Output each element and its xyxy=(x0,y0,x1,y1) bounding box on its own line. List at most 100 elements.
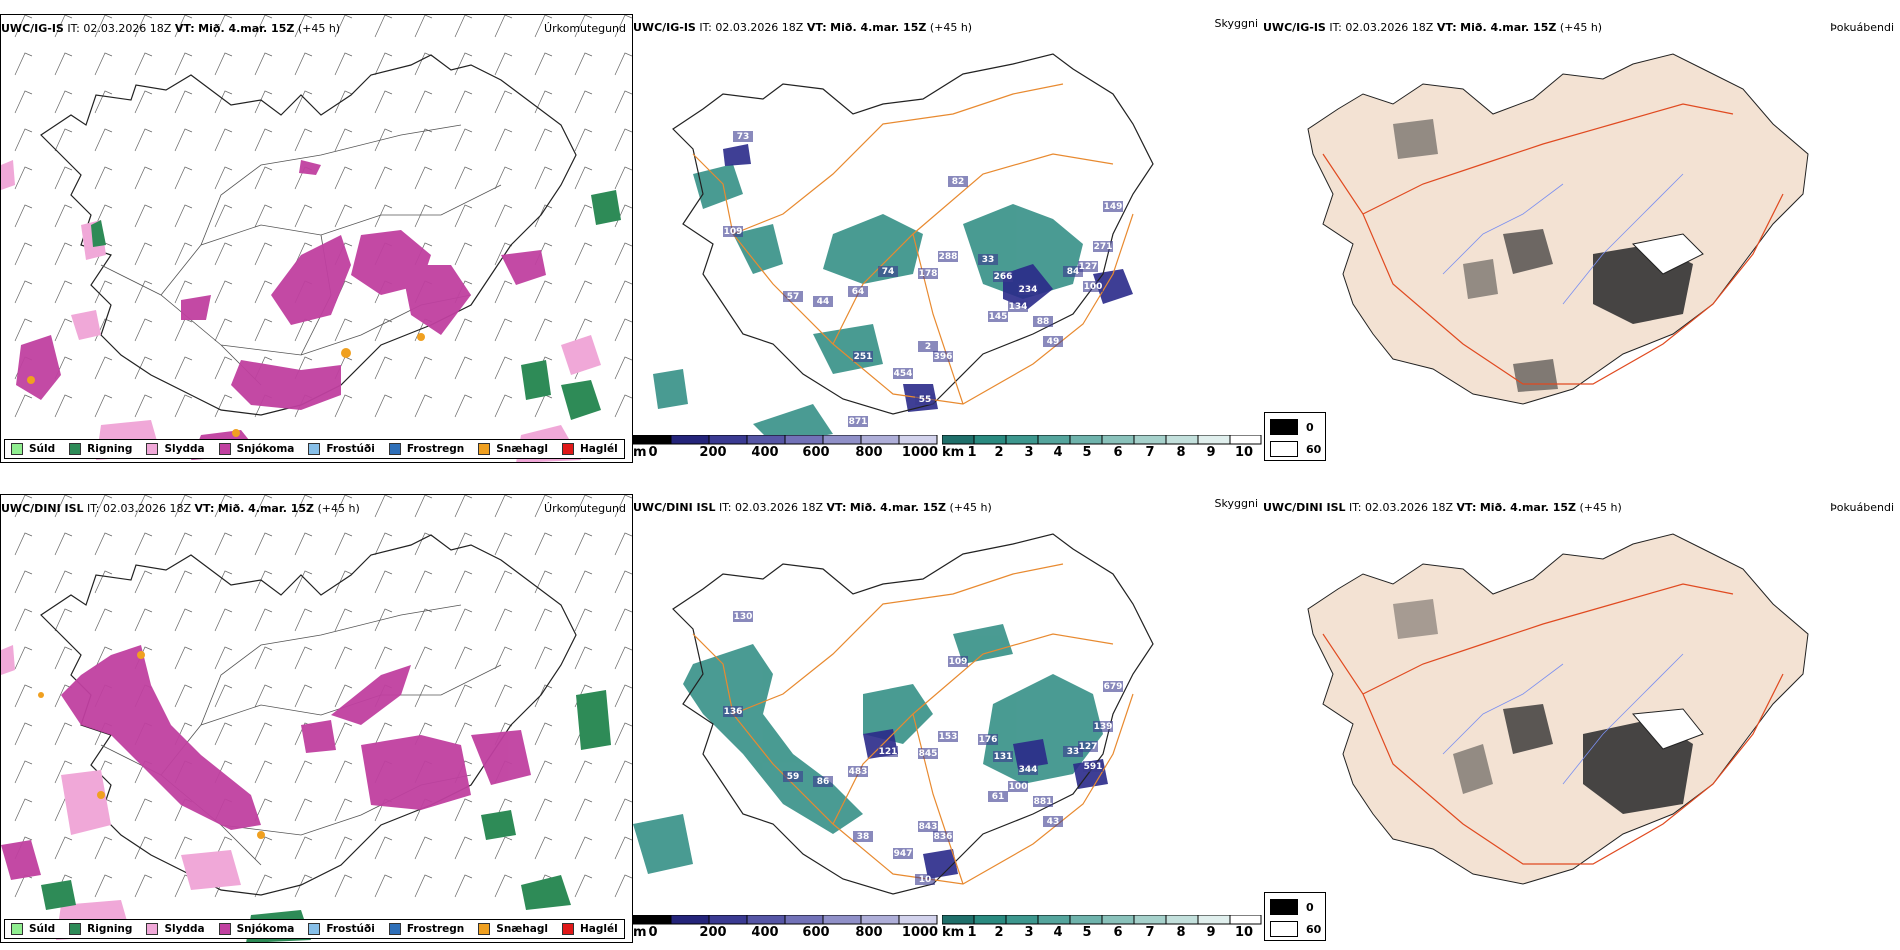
wind-barb xyxy=(454,798,473,822)
roads xyxy=(1322,583,1784,865)
cloud-base-label-bg xyxy=(948,656,968,667)
wind-barb xyxy=(534,204,553,228)
cloud-base-value: 109 xyxy=(724,227,743,237)
wind-barb xyxy=(374,570,393,594)
wind-barb xyxy=(614,874,632,898)
wind-barb xyxy=(454,532,473,556)
wind-barb xyxy=(94,90,113,114)
wind-barb xyxy=(574,798,593,822)
it-label: IT: xyxy=(1349,501,1362,514)
wind-barb xyxy=(614,90,632,114)
wind-barb xyxy=(454,90,473,114)
vt-value: Mið. 4.mar. 15Z xyxy=(1460,21,1557,34)
wind-barb xyxy=(294,874,313,898)
iceland-coastline xyxy=(672,53,1154,415)
cloud-base-value: 251 xyxy=(854,352,873,362)
wind-barb xyxy=(534,495,553,518)
cloud-base-label-bg xyxy=(783,771,803,782)
it-value: 02.03.2026 18Z xyxy=(715,21,804,34)
wind-barb xyxy=(214,128,233,152)
wind-barb xyxy=(494,570,513,594)
legend-item-frostudi: Frostúði xyxy=(308,923,375,935)
lead-time: (+45 h) xyxy=(949,501,992,514)
cloud-base-label-bg xyxy=(978,254,998,265)
model-name: UWC/IG-IS xyxy=(633,21,696,34)
cloud-base-value: 44 xyxy=(817,297,830,307)
wind-barb xyxy=(94,874,113,898)
wind-barb xyxy=(374,874,393,898)
colorbar-tick: 600 xyxy=(802,445,830,460)
wind-barb xyxy=(54,760,73,784)
wind-barb xyxy=(614,166,632,190)
cloud-base-label-bg xyxy=(1043,816,1063,827)
wind-barb xyxy=(254,204,273,228)
cloud-base-label-bg xyxy=(848,286,868,297)
cloud-base-value: 49 xyxy=(1047,337,1060,347)
cloud-base-value: 871 xyxy=(849,417,868,427)
cloud-base-label-bg xyxy=(978,734,998,745)
wind-barb xyxy=(174,166,193,190)
colorbar-gradient xyxy=(633,435,938,445)
wind-barb xyxy=(54,280,73,304)
legend-label: Snæhagl xyxy=(496,923,548,935)
wind-barb xyxy=(14,798,33,822)
cloud-base-label-bg xyxy=(853,831,873,842)
wind-barb xyxy=(254,836,273,860)
wind-barb xyxy=(134,15,153,38)
cloud-base-value: 881 xyxy=(1034,797,1053,807)
wind-barb xyxy=(294,242,313,266)
wind-barb xyxy=(294,760,313,784)
wind-barb xyxy=(54,90,73,114)
panel-title-cloud-cover: Þokuábendi xyxy=(1830,21,1894,34)
it-value: 02.03.2026 18Z xyxy=(1345,21,1434,34)
wind-barb xyxy=(14,608,33,632)
cloud-base-value: 591 xyxy=(1084,762,1103,772)
wind-barb xyxy=(534,166,553,190)
wind-barb xyxy=(534,608,553,632)
wind-barb xyxy=(414,90,433,114)
wind-barb xyxy=(294,570,313,594)
wind-barb xyxy=(174,204,193,228)
wind-barb xyxy=(374,722,393,746)
wind-barb xyxy=(294,684,313,708)
wind-barb xyxy=(414,356,433,380)
cloud-base-panel-top: 73 109 82 288 178 33 266 84 127 271 149 100 234 134 14… xyxy=(633,14,1263,463)
wind-barb xyxy=(454,15,473,38)
colorbar-tick: 200 xyxy=(699,445,727,460)
legend-swatch xyxy=(478,443,491,455)
wind-barb xyxy=(294,128,313,152)
wind-barb xyxy=(254,760,273,784)
roads xyxy=(692,563,1134,885)
cloud-base-value: 288 xyxy=(939,252,958,262)
wind-barb xyxy=(14,166,33,190)
colorbar-tick: 200 xyxy=(699,925,727,940)
legend-swatch xyxy=(308,443,321,455)
cloud-base-label-bg xyxy=(1008,781,1028,792)
colorbar-tick: 2 xyxy=(994,445,1004,460)
wind-barb xyxy=(414,646,433,670)
shade-label: 0 xyxy=(1306,900,1314,914)
wind-barb xyxy=(334,128,353,152)
colorbar-tick: 8 xyxy=(1176,445,1186,460)
cloud-base-label-bg xyxy=(878,746,898,757)
wind-barb xyxy=(454,570,473,594)
it-label: IT: xyxy=(87,502,100,515)
cloud-base-label-bg xyxy=(733,131,753,142)
wind-barb xyxy=(374,52,393,76)
colorbar-tick: 800 xyxy=(855,925,883,940)
cloud-base-label-bg xyxy=(733,611,753,622)
cloud-base-value: 483 xyxy=(849,767,868,777)
wind-barb xyxy=(534,280,553,304)
wind-barb xyxy=(454,318,473,342)
legend-swatch xyxy=(11,923,23,935)
wind-barb xyxy=(134,90,153,114)
colorbar-tick: 8 xyxy=(1176,925,1186,940)
cloud-base-value: 10 xyxy=(919,875,932,885)
cloud-base-value: 43 xyxy=(1047,817,1060,827)
wind-barb xyxy=(534,52,553,76)
wind-barb xyxy=(294,798,313,822)
wind-barb xyxy=(134,52,153,76)
cloud-base-value: 454 xyxy=(894,369,913,379)
hail-areas xyxy=(38,651,265,839)
